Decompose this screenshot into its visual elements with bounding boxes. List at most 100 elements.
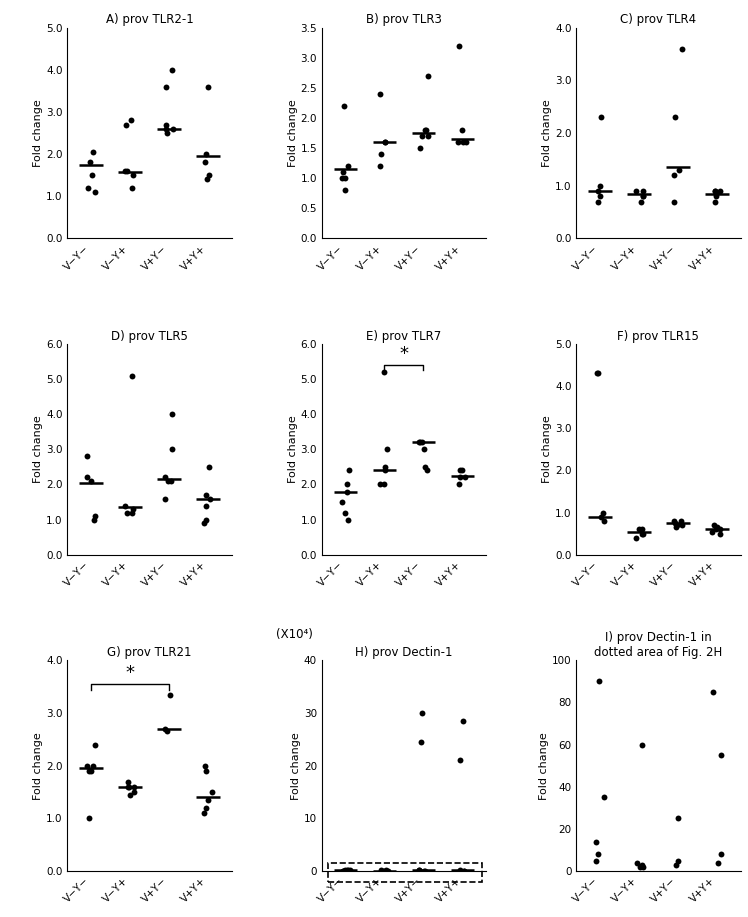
- Point: [597, 505, 609, 520]
- Y-axis label: Fold change: Fold change: [539, 732, 549, 800]
- Point: [120, 163, 132, 178]
- Point: [456, 135, 468, 149]
- Point: [123, 779, 135, 794]
- Point: [714, 522, 726, 536]
- Point: [669, 515, 681, 530]
- Point: [594, 178, 606, 193]
- Title: A) prov TLR2-1: A) prov TLR2-1: [105, 14, 193, 27]
- Point: [708, 518, 720, 533]
- Point: [85, 473, 97, 488]
- Point: [129, 779, 141, 794]
- Point: [165, 473, 177, 488]
- Point: [120, 163, 132, 178]
- Point: [637, 857, 649, 872]
- Point: [637, 183, 649, 198]
- Point: [338, 98, 350, 113]
- Point: [637, 859, 649, 874]
- Point: [461, 135, 473, 149]
- Point: [378, 459, 390, 474]
- Point: [122, 779, 134, 794]
- Point: [342, 863, 354, 878]
- Point: [453, 135, 465, 149]
- Point: [342, 159, 354, 173]
- Point: [712, 856, 724, 870]
- Point: [592, 674, 604, 689]
- Point: [414, 140, 426, 155]
- Point: [715, 747, 727, 762]
- Point: [414, 435, 426, 449]
- Point: [456, 123, 468, 138]
- Point: [456, 463, 468, 478]
- Y-axis label: Fold change: Fold change: [33, 415, 43, 483]
- Point: [336, 495, 348, 510]
- Y-axis label: Fold change: Fold change: [288, 415, 298, 483]
- Point: [84, 155, 96, 170]
- Point: [204, 492, 216, 506]
- Point: [89, 509, 101, 524]
- Point: [675, 518, 687, 533]
- Point: [592, 183, 604, 198]
- Point: [200, 513, 212, 527]
- Point: [634, 859, 646, 874]
- Point: [454, 753, 466, 768]
- Point: [595, 510, 607, 525]
- Point: [83, 764, 95, 779]
- Point: [168, 121, 180, 136]
- Point: [419, 123, 431, 138]
- Point: [598, 790, 610, 805]
- Point: [161, 724, 173, 739]
- Point: [339, 863, 351, 878]
- Point: [676, 41, 688, 56]
- Point: [122, 774, 134, 789]
- Point: [200, 147, 212, 161]
- Point: [341, 863, 353, 878]
- Point: [381, 863, 393, 878]
- Point: [636, 194, 648, 209]
- Point: [200, 498, 212, 513]
- Point: [379, 135, 391, 149]
- Point: [127, 502, 139, 516]
- Point: [89, 184, 101, 199]
- Point: [341, 863, 353, 878]
- Point: [592, 194, 604, 209]
- Point: [378, 477, 390, 492]
- Point: [200, 488, 212, 503]
- Point: [121, 505, 133, 520]
- Point: [416, 435, 428, 449]
- Point: [637, 189, 649, 204]
- Point: [668, 168, 680, 182]
- Title: D) prov TLR5: D) prov TLR5: [111, 330, 188, 343]
- Point: [374, 86, 386, 101]
- Title: G) prov TLR21: G) prov TLR21: [107, 646, 191, 659]
- Point: [127, 168, 139, 182]
- Point: [706, 525, 718, 539]
- Point: [375, 147, 387, 161]
- Point: [669, 110, 681, 125]
- Y-axis label: Fold change: Fold change: [33, 732, 43, 800]
- Point: [89, 737, 101, 752]
- Point: [670, 520, 682, 535]
- Point: [709, 183, 721, 198]
- Point: [202, 792, 214, 807]
- Point: [120, 117, 132, 132]
- Y-axis label: Fold change: Fold change: [542, 415, 552, 483]
- Point: [343, 463, 355, 478]
- Point: [198, 806, 210, 821]
- Point: [715, 847, 727, 862]
- Point: [378, 863, 390, 878]
- Point: [637, 522, 649, 536]
- Point: [374, 477, 386, 492]
- Title: F) prov TLR15: F) prov TLR15: [618, 330, 699, 343]
- Point: [337, 171, 349, 185]
- Point: [458, 863, 470, 878]
- Y-axis label: Fold change: Fold change: [287, 99, 298, 167]
- Point: [160, 121, 172, 136]
- Point: [636, 737, 648, 752]
- Point: [379, 463, 391, 478]
- Point: [128, 785, 140, 800]
- Point: [125, 113, 137, 127]
- Point: [86, 168, 98, 182]
- Point: [595, 110, 607, 125]
- Title: B) prov TLR3: B) prov TLR3: [366, 14, 442, 27]
- Point: [422, 128, 434, 143]
